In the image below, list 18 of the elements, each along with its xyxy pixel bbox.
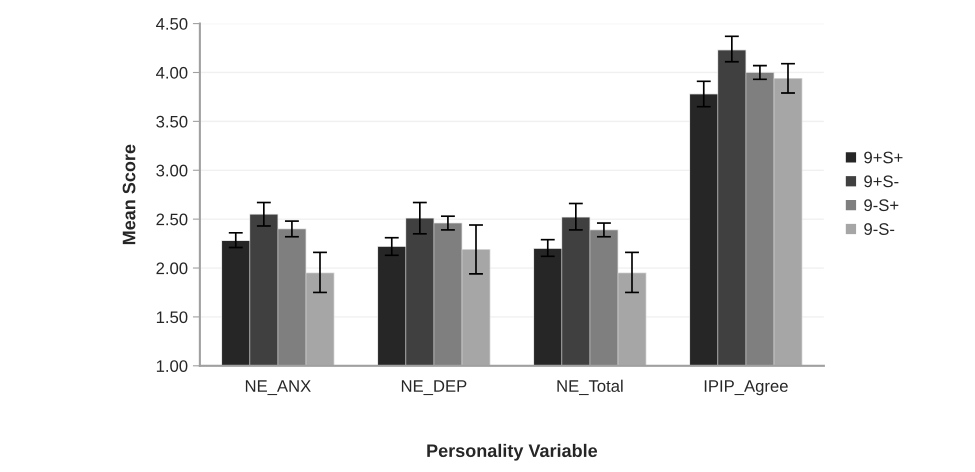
legend-label: 9+S+ xyxy=(864,152,902,164)
y-tick-label: 2.50 xyxy=(156,214,188,226)
y-tick-label: 3.00 xyxy=(156,164,188,176)
y-tick-label: 3.50 xyxy=(156,116,188,128)
y-tick-label: 1.50 xyxy=(156,311,188,324)
legend-label: 9-S- xyxy=(864,223,894,235)
y-tick-label: 1.00 xyxy=(156,360,188,372)
y-tick-label: 4.00 xyxy=(156,66,188,79)
x-tick-label: NE_ANX xyxy=(246,380,311,396)
x-axis-title: Personality Variable xyxy=(427,444,598,461)
y-axis-title: Mean Score xyxy=(122,144,136,244)
y-tick-label: 2.00 xyxy=(156,262,188,274)
x-tick-label: IPIP_Agree xyxy=(704,380,788,396)
x-tick-label: NE_DEP xyxy=(402,380,466,396)
legend-label: 9+S- xyxy=(864,175,898,188)
x-tick-label: NE_Total xyxy=(557,380,623,396)
y-tick-label: 4.50 xyxy=(156,18,188,30)
legend-label: 9-S+ xyxy=(864,199,898,212)
